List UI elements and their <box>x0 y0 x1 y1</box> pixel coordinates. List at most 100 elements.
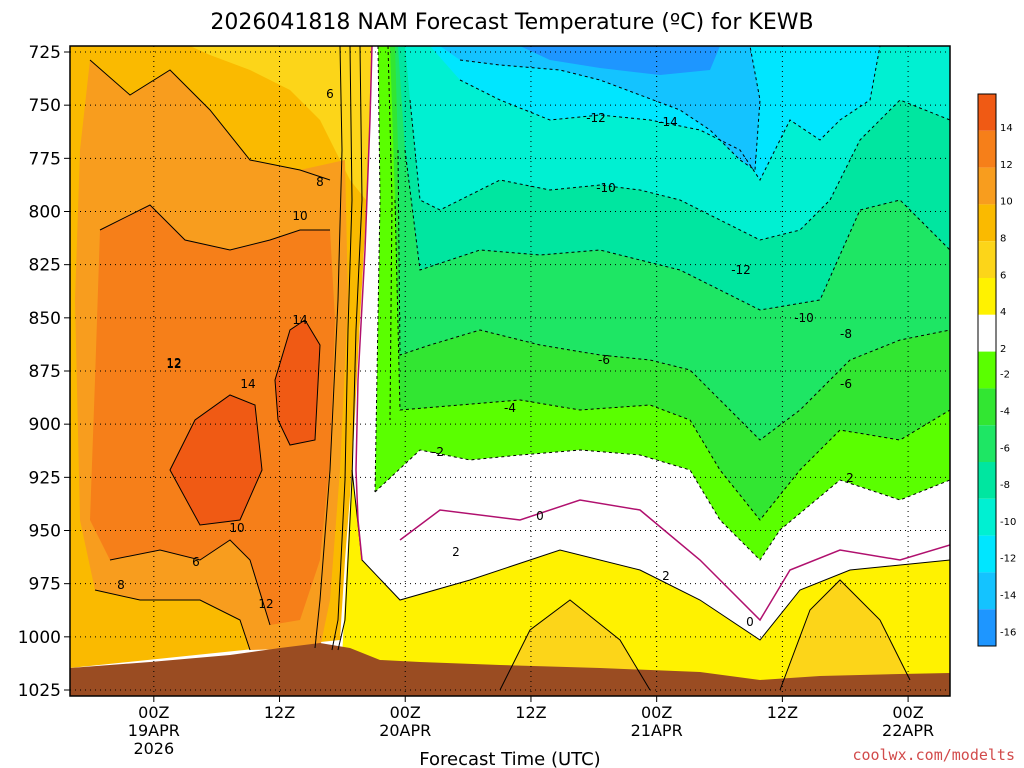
y-tick-label: 825 <box>29 256 61 276</box>
x-tick-year: 2026 <box>133 739 174 758</box>
colorbar-label: -12 <box>1000 554 1016 565</box>
colorbar-swatch <box>978 241 996 278</box>
y-tick-label: 775 <box>29 149 61 169</box>
x-tick-date: 21APR <box>631 721 683 740</box>
contour-label: -8 <box>840 327 852 341</box>
zero-contour <box>355 46 950 622</box>
fill-warm-4-6 <box>190 46 372 200</box>
colorbar-swatch <box>978 498 996 536</box>
colorbar: 14 12 10 8 6 4 2 -2 -4 -6 -8 -10 -12 -14 -16 <box>977 93 1016 647</box>
x-tick-date: 20APR <box>379 721 431 740</box>
colorbar-label: -14 <box>1000 590 1016 601</box>
y-tick-label: 800 <box>29 203 61 223</box>
y-tick-label: 850 <box>29 309 61 329</box>
contour-lines-negative <box>374 46 950 561</box>
colorbar-swatch <box>978 535 996 573</box>
x-tick-label: 00Z <box>390 703 421 722</box>
fill-cold-m16 <box>520 46 720 75</box>
contour-label: 6 <box>326 87 334 101</box>
y-axis: 725 750 775 800 825 850 875 900 925 950 975 1000 102… <box>18 43 70 701</box>
x-tick-label: 12Z <box>767 703 798 722</box>
fill-near-zero <box>358 450 950 640</box>
colorbar-frame <box>977 93 997 647</box>
contour-label: 10 <box>292 209 307 223</box>
contour-label: -10 <box>794 311 814 325</box>
fill-warm-4-6b <box>500 580 910 690</box>
contour-label: -12 <box>731 263 751 277</box>
colorbar-swatch <box>978 314 996 352</box>
contour-label: 0 <box>746 615 754 629</box>
y-tick-label: 750 <box>29 96 61 116</box>
colorbar-label: 2 <box>1000 344 1006 355</box>
x-tick-label: 12Z <box>264 703 295 722</box>
colorbar-label: -10 <box>1000 517 1016 528</box>
contour-label: 6 <box>192 555 200 569</box>
contour-label: -12 <box>586 111 606 125</box>
colorbar-label: -6 <box>1000 443 1010 454</box>
contour-label: -6 <box>598 353 610 367</box>
contour-label: 8 <box>117 578 125 592</box>
y-tick-label: 925 <box>29 468 61 488</box>
x-tick-label: 00Z <box>641 703 672 722</box>
contour-label: 2 <box>452 545 460 559</box>
y-tick-label: 725 <box>29 43 61 63</box>
x-axis-label: Forecast Time (UTC) <box>419 749 600 768</box>
fill-cold-m12 <box>430 46 880 180</box>
contour-label: -10 <box>596 181 616 195</box>
colorbar-label: 12 <box>1000 160 1013 171</box>
colorbar-label: 4 <box>1000 307 1006 318</box>
x-tick-label: 00Z <box>138 703 169 722</box>
colorbar-label: 8 <box>1000 234 1006 245</box>
x-tick-label: 12Z <box>515 703 546 722</box>
contour-label: 2 <box>846 471 854 485</box>
contour-label: -6 <box>840 377 852 391</box>
contour-label: 14 <box>292 313 307 327</box>
colorbar-swatch <box>978 167 996 205</box>
colorbar-swatch <box>978 425 996 462</box>
y-tick-label: 900 <box>29 415 61 435</box>
contour-label: -4 <box>504 401 516 415</box>
colorbar-swatch <box>978 351 996 389</box>
colorbar-label: -2 <box>1000 370 1010 381</box>
colorbar-swatch <box>978 204 996 242</box>
y-tick-label: 975 <box>29 575 61 595</box>
y-tick-label: 950 <box>29 522 61 542</box>
colorbar-swatch <box>978 609 996 646</box>
gridlines <box>70 46 950 696</box>
contour-label: -14 <box>658 115 678 129</box>
colorbar-swatch <box>978 462 996 499</box>
colorbar-label: -8 <box>1000 480 1010 491</box>
credit-annotation: coolwx.com/modelts <box>852 746 1015 764</box>
plot-area <box>70 46 950 696</box>
y-tick-label: 1025 <box>18 681 61 701</box>
colorbar-label: 14 <box>1000 123 1013 134</box>
chart-title: 2026041818 NAM Forecast Temperature (ºC)… <box>210 10 813 35</box>
colorbar-label: -16 <box>1000 627 1016 638</box>
x-tick-label: 00Z <box>892 703 923 722</box>
contour-label: 12 <box>166 356 181 370</box>
y-tick-label: 1000 <box>18 628 61 648</box>
colorbar-swatch <box>978 94 996 131</box>
colorbar-swatch <box>978 130 996 168</box>
fill-warm-2-4 <box>340 470 950 696</box>
x-tick-date: 19APR <box>128 721 180 740</box>
contour-lines <box>89 46 950 691</box>
y-tick-label: 875 <box>29 362 61 382</box>
fill-cold-m14 <box>440 46 760 170</box>
colorbar-swatch <box>978 388 996 426</box>
contour-label: 8 <box>316 175 324 189</box>
colorbar-label: 10 <box>1000 197 1013 208</box>
contour-label: -2 <box>432 445 444 459</box>
colorbar-label: 6 <box>1000 270 1006 281</box>
contour-label: 0 <box>536 509 544 523</box>
contour-label: 2 <box>662 569 670 583</box>
contour-label: 12 <box>166 357 181 371</box>
x-tick-date: 22APR <box>882 721 934 740</box>
colorbar-label: -4 <box>1000 406 1010 417</box>
contour-label: 14 <box>240 377 255 391</box>
contour-label: 12 <box>258 597 273 611</box>
contour-label: 10 <box>229 521 244 535</box>
